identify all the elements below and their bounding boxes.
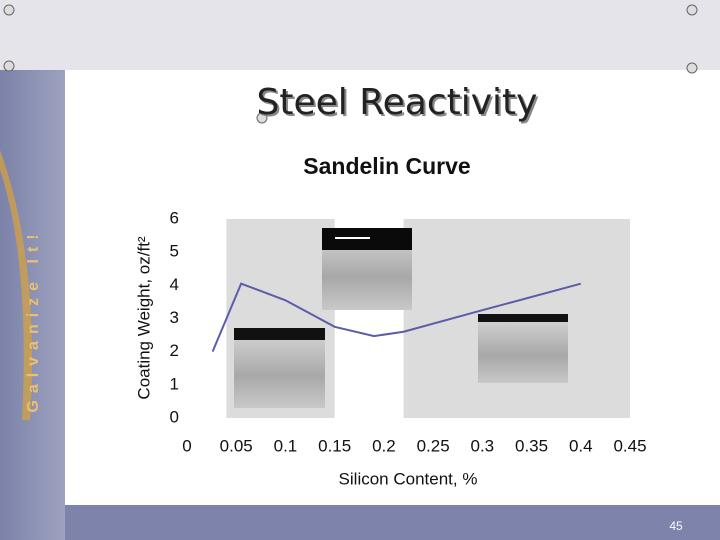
x-tick-label: 0 <box>182 436 191 455</box>
x-axis-label: Silicon Content, % <box>339 469 478 488</box>
y-tick-label: 5 <box>170 242 179 261</box>
x-tick-label: 0.1 <box>274 436 298 455</box>
x-tick-label: 0.3 <box>471 436 495 455</box>
x-tick-label: 0.25 <box>417 436 450 455</box>
side-text: Galvanize It! <box>25 227 42 412</box>
x-tick-label: 0.4 <box>569 436 593 455</box>
top-strip <box>0 0 720 70</box>
side-band <box>0 70 65 540</box>
y-tick-label: 0 <box>170 407 179 426</box>
micrograph-edge <box>478 314 568 322</box>
x-tick-label: 0.35 <box>515 436 548 455</box>
x-tick-label: 0.2 <box>372 436 396 455</box>
micrograph <box>478 314 568 383</box>
x-tick-label: 0.15 <box>318 436 351 455</box>
screws <box>3 4 698 124</box>
micrographs <box>234 228 568 408</box>
y-tick-label: 3 <box>170 308 179 327</box>
title-shadow: Steel Reactivity <box>259 84 540 125</box>
screw <box>3 4 15 16</box>
side-accent <box>0 150 32 420</box>
screw <box>686 62 698 74</box>
y-tick-label: 1 <box>170 374 179 393</box>
y-tick-label: 6 <box>170 208 179 227</box>
screw <box>686 4 698 16</box>
y-axis-label: Coating Weight, oz/ft² <box>134 236 153 399</box>
bottom-strip <box>65 505 720 540</box>
curve <box>211 282 582 353</box>
x-tick-label: 0.05 <box>220 436 253 455</box>
plot: 0 1 2 3 4 5 6 0 0.05 0.1 0.15 0.2 0.25 0.3 0.35 0.4 0.45 <box>170 208 647 455</box>
screw <box>256 112 268 124</box>
slide-title: Steel Reactivity <box>257 82 538 123</box>
y-tick-label: 2 <box>170 341 179 360</box>
micrograph-edge <box>234 328 325 340</box>
screw <box>3 60 15 72</box>
x-tick-label: 0.45 <box>613 436 646 455</box>
chart-title: Sandelin Curve <box>303 153 470 179</box>
page-number: 45 <box>669 519 683 533</box>
micrograph <box>234 328 325 408</box>
y-tick-label: 4 <box>170 275 179 294</box>
